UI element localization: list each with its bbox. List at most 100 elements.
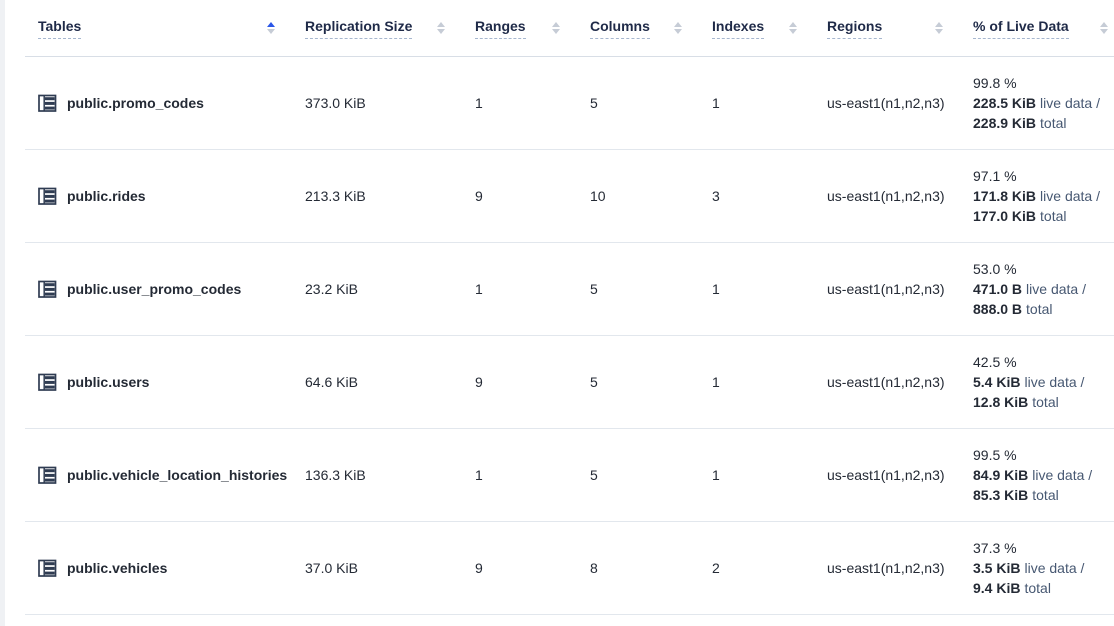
live-percent: 97.1 %	[973, 168, 1017, 184]
column-header-live-data[interactable]: % of Live Data	[973, 0, 1114, 56]
columns-cell: 10	[590, 188, 606, 204]
table-name-cell: public.user_promo_codes	[25, 280, 305, 299]
page-left-edge	[0, 0, 5, 626]
table-row: public.vehicles 37.0 KiB 9 8 2 us-east1(…	[25, 522, 1114, 615]
column-header-columns[interactable]: Columns	[590, 0, 712, 56]
table-grid-icon	[38, 559, 57, 578]
regions-cell: us-east1(n1,n2,n3)	[827, 374, 945, 390]
regions-cell: us-east1(n1,n2,n3)	[827, 95, 945, 111]
regions-cell: us-east1(n1,n2,n3)	[827, 281, 945, 297]
live-data-line: 171.8 KiB live data /	[973, 188, 1100, 204]
live-data-cell: 99.5 % 84.9 KiB live data / 85.3 KiB total	[973, 445, 1114, 505]
table-name-link[interactable]: public.vehicle_location_histories	[67, 467, 288, 483]
table-name-link[interactable]: public.rides	[67, 188, 146, 204]
table-row: public.user_promo_codes 23.2 KiB 1 5 1 u…	[25, 243, 1114, 336]
sort-arrows-icon	[935, 22, 943, 34]
live-data-cell: 99.8 % 228.5 KiB live data / 228.9 KiB tot…	[973, 73, 1114, 133]
column-header-label: Indexes	[712, 18, 765, 39]
table-row: public.vehicle_location_histories 136.3 …	[25, 429, 1114, 522]
ranges-cell: 1	[475, 281, 483, 297]
column-header-indexes[interactable]: Indexes	[712, 0, 827, 56]
table-name-link[interactable]: public.vehicles	[67, 560, 168, 576]
column-header-label: Tables	[38, 18, 82, 39]
column-header-regions[interactable]: Regions	[827, 0, 973, 56]
column-header-replication-size[interactable]: Replication Size	[305, 0, 475, 56]
indexes-cell: 3	[712, 188, 720, 204]
table-row: public.users 64.6 KiB 9 5 1 us-east1(n1,…	[25, 336, 1114, 429]
replication-size-cell: 136.3 KiB	[305, 467, 366, 483]
ranges-cell: 9	[475, 560, 483, 576]
live-data-cell: 37.3 % 3.5 KiB live data / 9.4 KiB total	[973, 538, 1114, 598]
column-header-label: Regions	[827, 18, 883, 39]
replication-size-cell: 213.3 KiB	[305, 188, 366, 204]
total-data-line: 228.9 KiB total	[973, 115, 1067, 131]
columns-cell: 5	[590, 95, 598, 111]
live-percent: 99.5 %	[973, 447, 1017, 463]
column-header-label: Ranges	[475, 18, 526, 39]
live-percent: 53.0 %	[973, 261, 1017, 277]
sort-arrows-icon	[267, 22, 275, 34]
table-name-link[interactable]: public.user_promo_codes	[67, 281, 242, 297]
regions-cell: us-east1(n1,n2,n3)	[827, 560, 945, 576]
column-header-label: Columns	[590, 18, 650, 39]
columns-cell: 5	[590, 467, 598, 483]
table-row: public.rides 213.3 KiB 9 10 3 us-east1(n…	[25, 150, 1114, 243]
replication-size-cell: 64.6 KiB	[305, 374, 358, 390]
ranges-cell: 1	[475, 95, 483, 111]
table-name-cell: public.vehicle_location_histories	[25, 466, 305, 485]
column-header-label: % of Live Data	[973, 18, 1069, 39]
sort-arrows-icon	[552, 22, 560, 34]
ranges-cell: 1	[475, 467, 483, 483]
total-data-line: 12.8 KiB total	[973, 394, 1059, 410]
table-name-cell: public.rides	[25, 187, 305, 206]
regions-cell: us-east1(n1,n2,n3)	[827, 467, 945, 483]
sort-arrows-icon	[674, 22, 682, 34]
table-grid-icon	[38, 187, 57, 206]
indexes-cell: 1	[712, 374, 720, 390]
table-name-link[interactable]: public.promo_codes	[67, 95, 204, 111]
table-grid-icon	[38, 466, 57, 485]
columns-cell: 5	[590, 374, 598, 390]
replication-size-cell: 373.0 KiB	[305, 95, 366, 111]
table-row: public.promo_codes 373.0 KiB 1 5 1 us-ea…	[25, 57, 1114, 150]
column-header-ranges[interactable]: Ranges	[475, 0, 590, 56]
table-header: Tables Replication Size Ranges Columns I…	[25, 0, 1114, 57]
live-data-line: 84.9 KiB live data /	[973, 467, 1093, 483]
total-data-line: 177.0 KiB total	[973, 208, 1067, 224]
live-data-line: 3.5 KiB live data /	[973, 560, 1085, 576]
indexes-cell: 1	[712, 95, 720, 111]
table-grid-icon	[38, 94, 57, 113]
table-name-cell: public.users	[25, 373, 305, 392]
tables-table: Tables Replication Size Ranges Columns I…	[25, 0, 1114, 615]
total-data-line: 85.3 KiB total	[973, 487, 1059, 503]
live-data-line: 228.5 KiB live data /	[973, 95, 1100, 111]
table-grid-icon	[38, 373, 57, 392]
indexes-cell: 1	[712, 467, 720, 483]
replication-size-cell: 23.2 KiB	[305, 281, 358, 297]
indexes-cell: 1	[712, 281, 720, 297]
sort-arrows-icon	[789, 22, 797, 34]
live-percent: 99.8 %	[973, 75, 1017, 91]
total-data-line: 9.4 KiB total	[973, 580, 1051, 596]
live-data-cell: 97.1 % 171.8 KiB live data / 177.0 KiB tot…	[973, 166, 1114, 226]
columns-cell: 5	[590, 281, 598, 297]
live-data-cell: 42.5 % 5.4 KiB live data / 12.8 KiB total	[973, 352, 1114, 412]
live-percent: 42.5 %	[973, 354, 1017, 370]
ranges-cell: 9	[475, 374, 483, 390]
sort-arrows-icon	[437, 22, 445, 34]
regions-cell: us-east1(n1,n2,n3)	[827, 188, 945, 204]
table-grid-icon	[38, 280, 57, 299]
ranges-cell: 9	[475, 188, 483, 204]
column-header-tables[interactable]: Tables	[25, 0, 305, 56]
live-data-line: 5.4 KiB live data /	[973, 374, 1085, 390]
live-percent: 37.3 %	[973, 540, 1017, 556]
sort-arrows-icon	[1100, 22, 1108, 34]
table-name-link[interactable]: public.users	[67, 374, 150, 390]
columns-cell: 8	[590, 560, 598, 576]
table-name-cell: public.vehicles	[25, 559, 305, 578]
column-header-label: Replication Size	[305, 18, 413, 39]
